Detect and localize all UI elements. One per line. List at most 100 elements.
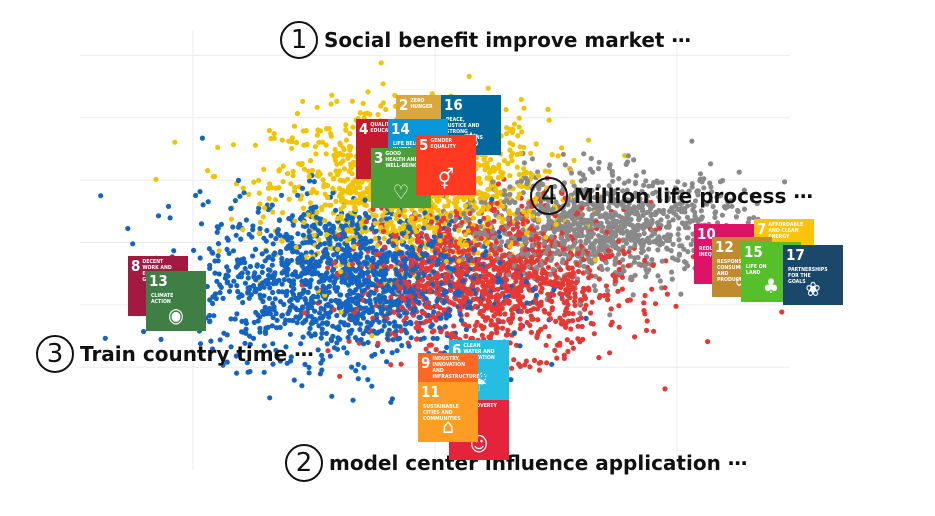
- scatter-point-series-3: [664, 245, 670, 251]
- scatter-point-series-2: [572, 302, 578, 308]
- scatter-point-series-0: [492, 187, 498, 193]
- scatter-point-series-1: [406, 224, 412, 230]
- scatter-point-series-1: [341, 345, 347, 351]
- scatter-point-series-0: [313, 151, 319, 157]
- scatter-point-series-0: [479, 190, 485, 196]
- scatter-point-series-1: [426, 258, 432, 264]
- scatter-point-series-1: [381, 323, 387, 329]
- scatter-point-series-2: [627, 297, 633, 303]
- scatter-point-series-1: [235, 288, 241, 295]
- scatter-point-series-1: [225, 273, 231, 279]
- scatter-point-series-3: [714, 194, 720, 200]
- scatter-point-series-2: [499, 305, 505, 311]
- scatter-point-series-3: [613, 245, 619, 251]
- scatter-point-series-1: [282, 320, 288, 327]
- scatter-point-series-1: [328, 337, 335, 344]
- scatter-point-series-3: [782, 179, 788, 185]
- scatter-point-series-3: [733, 214, 740, 220]
- scatter-point-series-2: [544, 360, 550, 366]
- scatter-point-series-2: [463, 333, 469, 339]
- scatter-point-series-0: [495, 191, 501, 197]
- scatter-point-series-2: [459, 219, 465, 225]
- scatter-point-series-0: [536, 173, 542, 179]
- scatter-point-series-3: [641, 230, 647, 236]
- scatter-point-series-3: [572, 239, 578, 245]
- scatter-point-series-0: [301, 219, 307, 225]
- scatter-point-series-1: [330, 229, 336, 235]
- scatter-point-series-2: [495, 317, 501, 323]
- scatter-point-series-1: [406, 343, 412, 349]
- scatter-point-series-3: [623, 240, 630, 246]
- scatter-point-series-1: [237, 221, 243, 227]
- scatter-point-series-0: [475, 250, 481, 256]
- scatter-point-series-1: [246, 231, 252, 237]
- scatter-point-series-0: [346, 144, 352, 150]
- scatter-point-series-3: [669, 276, 675, 282]
- scatter-point-series-1: [394, 348, 400, 354]
- scatter-point-series-0: [528, 150, 534, 156]
- scatter-point-series-1: [250, 283, 257, 289]
- scatter-point-series-3: [656, 240, 662, 246]
- scatter-point-series-3: [679, 200, 685, 206]
- scatter-point-series-0: [559, 145, 565, 151]
- scatter-point-series-2: [415, 284, 421, 290]
- scatter-point-series-1: [342, 310, 348, 316]
- scatter-point-series-0: [266, 127, 272, 134]
- scatter-point-series-3: [637, 196, 643, 202]
- scatter-point-series-2: [403, 279, 409, 285]
- scatter-point-series-2: [612, 274, 618, 280]
- scatter-point-series-1: [364, 319, 370, 325]
- scatter-point-series-1: [362, 225, 368, 231]
- scatter-point-series-0: [230, 142, 236, 148]
- scatter-point-series-2: [662, 285, 668, 291]
- scatter-point-series-0: [304, 141, 310, 147]
- scatter-point-series-1: [352, 335, 359, 341]
- scatter-point-series-1: [342, 279, 348, 285]
- scatter-point-series-2: [537, 302, 543, 309]
- scatter-point-series-3: [598, 201, 604, 207]
- scatter-point-series-1: [283, 231, 289, 237]
- scatter-point-series-1: [350, 266, 356, 272]
- scatter-point-series-2: [453, 296, 459, 302]
- scatter-point-series-0: [338, 309, 344, 315]
- scatter-point-series-3: [692, 198, 699, 204]
- scatter-point-series-3: [660, 210, 667, 216]
- scatter-point-series-3: [599, 228, 605, 234]
- scatter-point-series-1: [326, 284, 332, 290]
- scatter-point-series-3: [505, 216, 511, 222]
- scatter-point-series-1: [302, 361, 308, 367]
- scatter-point-series-3: [658, 217, 664, 223]
- scatter-point-series-1: [330, 223, 336, 229]
- scatter-point-series-3: [592, 273, 599, 279]
- scatter-point-series-2: [403, 315, 409, 321]
- scatter-point-series-0: [466, 73, 472, 79]
- scatter-point-series-1: [351, 289, 357, 295]
- scatter-point-series-2: [466, 323, 472, 329]
- scatter-point-series-3: [478, 199, 484, 205]
- scatter-point-series-0: [473, 205, 479, 211]
- scatter-point-series-1: [398, 275, 404, 281]
- scatter-point-series-3: [573, 233, 580, 239]
- scatter-point-series-2: [504, 267, 510, 274]
- scatter-point-series-2: [493, 311, 499, 317]
- scatter-point-series-1: [288, 235, 295, 241]
- scatter-point-series-0: [280, 163, 286, 169]
- scatter-point-series-1: [385, 331, 391, 337]
- scatter-point-series-2: [529, 247, 535, 253]
- scatter-point-series-2: [472, 266, 478, 272]
- scatter-point-series-1: [299, 383, 305, 389]
- scatter-point-series-1: [238, 236, 244, 242]
- scatter-point-series-1: [234, 263, 241, 269]
- scatter-point-series-0: [315, 127, 321, 133]
- scatter-point-series-1: [209, 346, 216, 352]
- scatter-point-series-2: [608, 322, 614, 328]
- scatter-point-series-0: [543, 234, 549, 240]
- scatter-point-series-3: [656, 207, 662, 213]
- scatter-point-series-1: [330, 333, 336, 339]
- scatter-point-series-0: [298, 162, 304, 168]
- scatter-point-series-2: [471, 327, 477, 333]
- scatter-point-series-1: [259, 269, 265, 275]
- scatter-point-series-0: [375, 112, 381, 118]
- scatter-point-series-1: [264, 227, 270, 234]
- scatter-point-series-2: [434, 302, 440, 309]
